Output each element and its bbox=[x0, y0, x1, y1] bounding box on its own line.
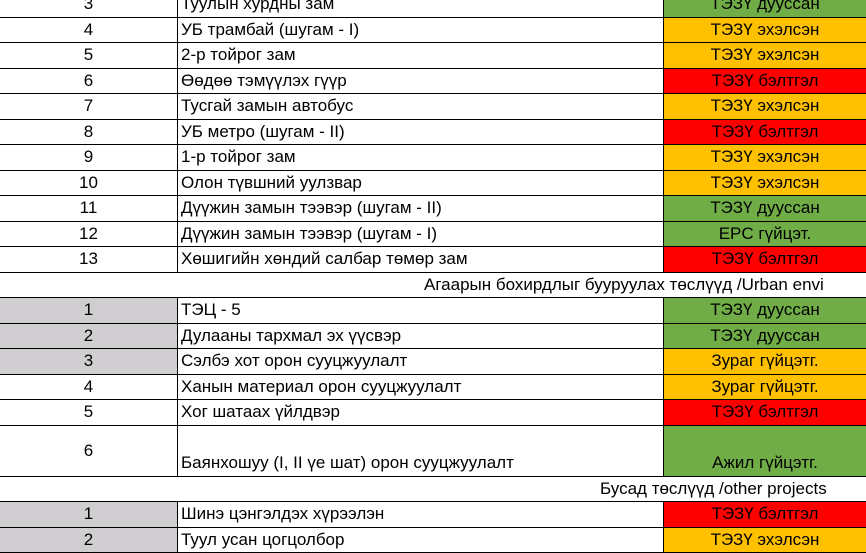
row-number-cell[interactable]: 3 bbox=[0, 349, 178, 374]
project-name-cell[interactable]: Дүүжин замын тээвэр (шугам - I) bbox=[178, 222, 664, 247]
row-number-cell[interactable]: 6 bbox=[0, 426, 178, 476]
row-number-cell[interactable]: 5 bbox=[0, 43, 178, 68]
status-cell[interactable]: Ажил гүйцэтг. bbox=[664, 426, 866, 476]
status-cell[interactable]: Зураг гүйцэтг. bbox=[664, 375, 866, 400]
section-row-air-pollution[interactable]: Агаарын бохирдлыг бууруулах төслүүд /Urb… bbox=[0, 273, 866, 299]
status-cell[interactable]: ТЭЗҮ бэлтгэл bbox=[664, 69, 866, 94]
status-cell[interactable]: ТЭЗҮ бэлтгэл bbox=[664, 247, 866, 272]
project-name-cell[interactable]: 1-р тойрог зам bbox=[178, 145, 664, 170]
project-name-cell[interactable]: Дулааны тархмал эх үүсвэр bbox=[178, 324, 664, 349]
status-cell[interactable]: ТЭЗҮ эхэлсэн bbox=[664, 528, 866, 553]
row-number-cell[interactable]: 8 bbox=[0, 120, 178, 145]
status-cell[interactable]: Зураг гүйцэтг. bbox=[664, 349, 866, 374]
row-number-cell[interactable]: 7 bbox=[0, 94, 178, 119]
project-name-cell[interactable]: Тусгай замын автобус bbox=[178, 94, 664, 119]
project-name-cell[interactable]: Туул усан цогцолбор bbox=[178, 528, 664, 553]
project-name-cell[interactable]: Өөдөө тэмүүлэх гүүр bbox=[178, 69, 664, 94]
project-name-cell[interactable]: Шинэ цэнгэлдэх хүрээлэн bbox=[178, 502, 664, 527]
row-number-cell[interactable]: 4 bbox=[0, 18, 178, 43]
project-name-cell[interactable]: Туулын хурдны зам bbox=[178, 0, 664, 17]
status-cell[interactable]: ТЭЗҮ дууссан bbox=[664, 298, 866, 323]
row-number-cell[interactable]: 4 bbox=[0, 375, 178, 400]
section-row-other-projects[interactable]: Бусад төслүүд /other projects bbox=[0, 477, 866, 503]
row-number-cell[interactable]: 12 bbox=[0, 222, 178, 247]
row-number-cell[interactable]: 2 bbox=[0, 324, 178, 349]
row-number-cell[interactable]: 11 bbox=[0, 196, 178, 221]
status-cell[interactable]: ТЭЗҮ дууссан bbox=[664, 0, 866, 17]
status-cell[interactable]: ТЭЗҮ дууссан bbox=[664, 196, 866, 221]
status-cell[interactable]: ТЭЗҮ эхэлсэн bbox=[664, 171, 866, 196]
status-cell[interactable]: EPC гүйцэт. bbox=[664, 222, 866, 247]
row-number-cell[interactable]: 1 bbox=[0, 502, 178, 527]
status-cell[interactable]: ТЭЗҮ бэлтгэл bbox=[664, 502, 866, 527]
row-number-cell[interactable]: 9 bbox=[0, 145, 178, 170]
project-name-cell[interactable]: Дүүжин замын тээвэр (шугам - II) bbox=[178, 196, 664, 221]
status-cell[interactable]: ТЭЗҮ эхэлсэн bbox=[664, 145, 866, 170]
status-cell[interactable]: ТЭЗҮ дууссан bbox=[664, 324, 866, 349]
row-number-cell[interactable]: 3 bbox=[0, 0, 178, 17]
project-name-cell[interactable]: Баянхошуу (I, II үе шат) орон сууцжуулал… bbox=[178, 426, 664, 476]
row-number-cell[interactable]: 2 bbox=[0, 528, 178, 553]
status-cell[interactable]: ТЭЗҮ эхэлсэн bbox=[664, 94, 866, 119]
row-number-cell[interactable]: 5 bbox=[0, 400, 178, 425]
row-number-cell[interactable]: 10 bbox=[0, 171, 178, 196]
status-cell[interactable]: ТЭЗҮ бэлтгэл bbox=[664, 120, 866, 145]
project-name-cell[interactable]: Сэлбэ хот орон сууцжуулалт bbox=[178, 349, 664, 374]
project-name-cell[interactable]: Ханын материал орон сууцжуулалт bbox=[178, 375, 664, 400]
section-title: Агаарын бохирдлыг бууруулах төслүүд /Urb… bbox=[424, 273, 824, 298]
project-name-cell[interactable]: УБ трамбай (шугам - I) bbox=[178, 18, 664, 43]
status-cell[interactable]: ТЭЗҮ эхэлсэн bbox=[664, 18, 866, 43]
project-name-cell[interactable]: Олон түвшний уулзвар bbox=[178, 171, 664, 196]
project-name-cell[interactable]: ТЭЦ - 5 bbox=[178, 298, 664, 323]
status-cell[interactable]: ТЭЗҮ бэлтгэл bbox=[664, 400, 866, 425]
row-number-cell[interactable]: 6 bbox=[0, 69, 178, 94]
project-name-cell[interactable]: Хог шатаах үйлдвэр bbox=[178, 400, 664, 425]
project-name-cell[interactable]: 2-р тойрог зам bbox=[178, 43, 664, 68]
row-number-cell[interactable]: 1 bbox=[0, 298, 178, 323]
project-name-cell[interactable]: Хөшигийн хөндий салбар төмөр зам bbox=[178, 247, 664, 272]
project-name-cell[interactable]: УБ метро (шугам - II) bbox=[178, 120, 664, 145]
section-title: Бусад төслүүд /other projects bbox=[600, 477, 827, 502]
row-number-cell[interactable]: 13 bbox=[0, 247, 178, 272]
status-cell[interactable]: ТЭЗҮ эхэлсэн bbox=[664, 43, 866, 68]
